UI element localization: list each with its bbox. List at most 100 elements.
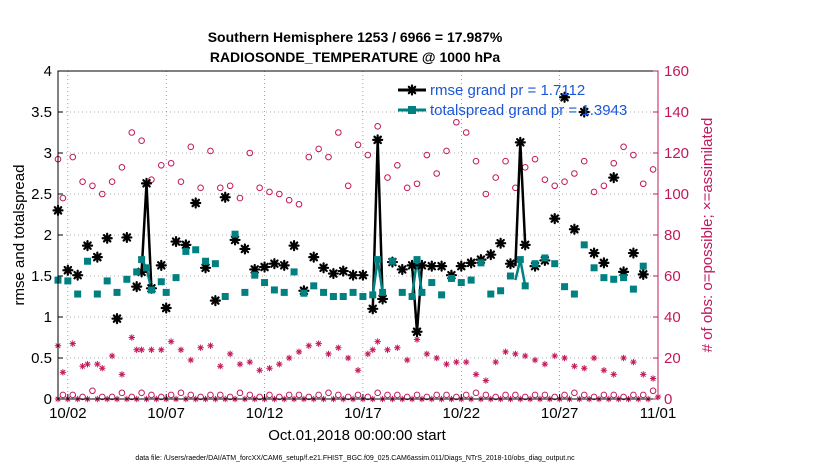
y-left-tick-label: 2.5 — [31, 186, 52, 203]
obs-possible-point — [374, 389, 381, 397]
footnote: data file: /Users/raeder/DAI/ATM_forcXX/… — [135, 455, 575, 462]
obs-possible-point — [108, 178, 116, 185]
spread-point — [359, 293, 367, 300]
rmse-point — [519, 239, 531, 251]
obs-assimilated-point — [266, 364, 273, 372]
obs-possible-point — [600, 182, 608, 190]
spread-point — [310, 282, 318, 290]
x-tick-label: 10/02 — [49, 405, 87, 422]
obs-possible-point — [580, 391, 588, 399]
rmse-point — [637, 268, 649, 280]
chart-title-line2: RADIOSONDE_TEMPERATURE @ 1000 hPa — [210, 49, 501, 65]
rmse-point — [199, 262, 212, 274]
obs-assimilated-point — [305, 342, 313, 349]
obs-assimilated-point — [197, 344, 204, 352]
y-right-tick-label: 0 — [664, 391, 672, 408]
obs-assimilated-point — [133, 346, 140, 354]
spread-point — [192, 246, 200, 254]
obs-assimilated-point — [394, 344, 401, 352]
spread-point — [590, 264, 598, 272]
obs-possible-point — [649, 166, 657, 173]
obs-assimilated-point — [138, 346, 145, 354]
obs-possible-point — [315, 391, 322, 399]
spread-point — [162, 288, 170, 296]
spread-point — [270, 286, 278, 294]
obs-assimilated-point — [600, 367, 608, 374]
spread-point — [580, 241, 588, 249]
spread-point — [147, 286, 155, 294]
spread-point — [300, 289, 308, 297]
obs-assimilated-point — [98, 364, 106, 372]
obs-assimilated-point — [502, 348, 509, 356]
rmse-point — [406, 259, 418, 271]
obs-assimilated-point — [551, 352, 559, 360]
rmse-point — [170, 235, 182, 248]
legend-rmse-star — [406, 84, 418, 96]
obs-possible-point — [394, 391, 401, 399]
obs-possible-point — [561, 391, 568, 399]
obs-assimilated-point — [639, 371, 647, 378]
obs-assimilated-point — [148, 346, 155, 354]
obs-assimilated-point — [630, 358, 637, 366]
obs-possible-point — [207, 147, 214, 155]
rmse-point — [258, 261, 271, 273]
rmse-point — [598, 257, 610, 269]
obs-possible-point — [472, 389, 480, 397]
obs-assimilated-point — [403, 356, 411, 364]
obs-possible-point — [531, 155, 539, 163]
obs-assimilated-point — [276, 360, 283, 368]
obs-possible-point — [354, 391, 362, 399]
obs-possible-point — [69, 153, 77, 161]
obs-assimilated-point — [246, 358, 254, 366]
obs-assimilated-point — [187, 356, 195, 364]
obs-possible-point — [285, 196, 293, 204]
obs-possible-point — [354, 141, 362, 149]
rmse-point — [504, 258, 517, 270]
obs-assimilated-point — [226, 350, 234, 358]
obs-possible-point — [433, 170, 440, 177]
y-left-tick-label: 0.5 — [31, 350, 52, 367]
obs-possible-point — [649, 387, 657, 395]
obs-possible-point — [197, 184, 204, 192]
obs-assimilated-point — [482, 377, 490, 384]
obs-possible-point — [59, 194, 67, 202]
obs-assimilated-point — [177, 346, 185, 354]
spread-point — [123, 275, 131, 283]
rmse-point — [426, 260, 438, 272]
y-axis-left-label: rmse and totalspread — [11, 165, 28, 306]
obs-assimilated-point — [108, 352, 116, 360]
obs-possible-point — [639, 391, 647, 399]
obs-possible-point — [246, 391, 254, 399]
spread-point — [172, 274, 180, 282]
obs-possible-point — [472, 157, 480, 165]
y-right-tick-label: 20 — [664, 350, 681, 367]
y-right-tick-label: 60 — [664, 268, 681, 285]
rmse-point — [219, 191, 231, 203]
spread-point — [639, 262, 647, 270]
obs-assimilated-point — [423, 350, 431, 358]
obs-possible-point — [462, 391, 470, 399]
spread-point — [157, 278, 165, 286]
obs-possible-point — [69, 391, 77, 399]
rmse-point — [239, 243, 251, 255]
x-axis-label: Oct.01,2018 00:00:00 start — [268, 427, 446, 444]
obs-assimilated-point — [118, 371, 126, 378]
obs-possible-point — [128, 129, 136, 136]
spread-point — [93, 290, 101, 298]
obs-assimilated-point — [128, 334, 136, 341]
obs-assimilated-point — [335, 344, 342, 352]
obs-possible-point — [433, 391, 440, 399]
obs-possible-point — [344, 182, 352, 190]
rmse-point — [514, 136, 526, 148]
obs-possible-point — [335, 129, 342, 136]
obs-possible-point — [59, 391, 67, 399]
rmse-point — [62, 264, 74, 276]
spread-point — [388, 257, 396, 265]
rmse-point — [327, 267, 340, 280]
spread-point — [221, 293, 229, 300]
obs-assimilated-point — [531, 356, 539, 364]
rmse-point — [495, 237, 507, 249]
rmse-point — [111, 313, 123, 325]
rmse-point — [436, 260, 448, 272]
